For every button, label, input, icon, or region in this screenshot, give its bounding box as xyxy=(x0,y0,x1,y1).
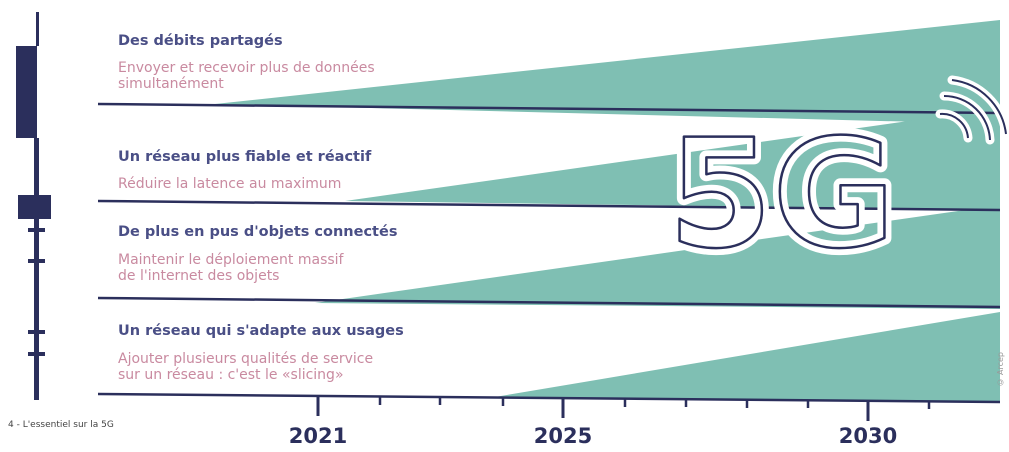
row-4-title: Un réseau qui s'adapte aux usages xyxy=(118,323,404,339)
row-4-desc-line-1: Ajouter plusieurs qualités de service xyxy=(118,351,374,367)
wedge-row-3 xyxy=(315,205,1000,309)
row-3-title: De plus en pus d'objets connectés xyxy=(118,224,398,240)
timeline-ticks xyxy=(316,396,931,421)
row-1-desc-line-2: simultanément xyxy=(118,76,224,92)
row-3-desc-line-2: de l'internet des objets xyxy=(118,268,280,284)
row-4-desc-line-2: sur un réseau : c'est le «slicing» xyxy=(118,367,344,383)
year-label-2021: 2021 xyxy=(288,424,348,448)
wedge-row-1 xyxy=(215,20,1000,124)
signal-waves-icon xyxy=(935,75,1009,145)
row-1-desc-line-1: Envoyer et recevoir plus de données xyxy=(118,60,375,76)
page-footer: 4 - L'essentiel sur la 5G xyxy=(8,420,114,430)
year-label-2025: 2025 xyxy=(533,424,593,448)
image-credit: © Arcep xyxy=(996,352,1005,387)
row-2-desc-line-1: Réduire la latence au maximum xyxy=(118,176,342,192)
baseline-row-4 xyxy=(97,392,1001,404)
row-2-title: Un réseau plus fiable et réactif xyxy=(118,149,372,165)
baseline-row-3 xyxy=(97,296,1001,309)
5g-logo-text: 5G xyxy=(668,108,896,282)
row-1-title: Des débits partagés xyxy=(118,33,283,49)
row-3-desc-line-1: Maintenir le déploiement massif xyxy=(118,252,344,268)
antenna-tower-icon xyxy=(16,12,51,400)
5g-logo: 5G 5G xyxy=(661,75,1009,289)
year-label-2030: 2030 xyxy=(838,424,898,448)
wedge-row-2 xyxy=(345,108,1000,210)
baseline-row-2 xyxy=(97,199,1001,212)
baseline-row-1 xyxy=(97,102,1001,115)
5g-logo-text-outline: 5G xyxy=(668,108,896,282)
wedge-row-4 xyxy=(495,312,1000,402)
